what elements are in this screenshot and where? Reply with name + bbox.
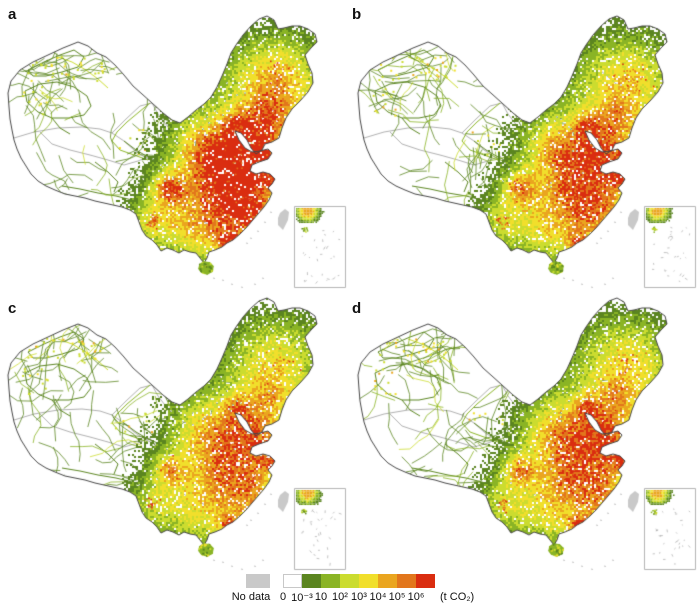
panel-label-a: a bbox=[8, 6, 17, 23]
china-emissions-map-d bbox=[350, 282, 700, 577]
legend-tick-label: 10³ bbox=[351, 591, 367, 603]
legend-scale-cell bbox=[302, 574, 321, 588]
china-emissions-map-c bbox=[0, 282, 350, 577]
legend-scale-cell bbox=[397, 574, 416, 588]
legend-tick-label: 0 bbox=[279, 591, 287, 603]
color-legend: No data 0 10⁻³ 10 10² 10³ 10⁴ 10⁵ 10⁶ (t CO₂) bbox=[0, 574, 700, 612]
legend-tick-label: 10 bbox=[314, 591, 328, 603]
china-emissions-map-a bbox=[0, 0, 350, 295]
legend-scale-bar bbox=[283, 574, 435, 588]
legend-tick-label: 10⁶ bbox=[407, 591, 425, 603]
legend-scale-cell bbox=[283, 574, 302, 588]
legend-scale-cell bbox=[378, 574, 397, 588]
panel-label-d: d bbox=[352, 300, 362, 317]
legend-unit-label: (t CO₂) bbox=[440, 591, 475, 603]
china-emissions-map-b bbox=[350, 0, 700, 295]
panel-label-c: c bbox=[8, 300, 17, 317]
legend-tick-label: 10² bbox=[332, 591, 348, 603]
no-data-label: No data bbox=[231, 591, 271, 603]
legend-tick-row: 0 10⁻³ 10 10² 10³ 10⁴ 10⁵ 10⁶ bbox=[279, 591, 435, 607]
legend-tick-label: 10⁴ bbox=[369, 591, 387, 603]
legend-scale-cell bbox=[416, 574, 435, 588]
no-data-swatch bbox=[246, 574, 270, 588]
legend-scale-cell bbox=[340, 574, 359, 588]
legend-scale-cell bbox=[359, 574, 378, 588]
legend-scale-cell bbox=[321, 574, 340, 588]
panel-label-b: b bbox=[352, 6, 362, 23]
legend-tick-label: 10⁵ bbox=[388, 591, 406, 603]
legend-tick-label: 10⁻³ bbox=[291, 592, 313, 604]
